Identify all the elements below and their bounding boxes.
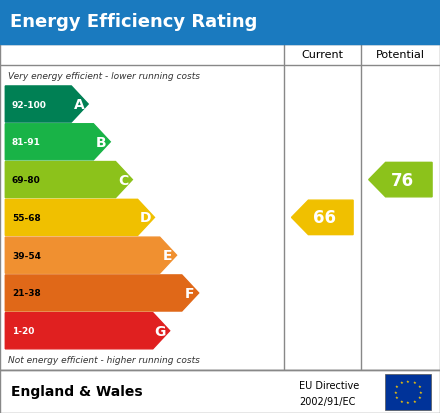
Text: D: D	[139, 211, 151, 225]
Text: 81-91: 81-91	[12, 138, 41, 147]
Text: ★: ★	[395, 395, 399, 399]
Text: ★: ★	[406, 379, 410, 383]
Text: ★: ★	[406, 401, 410, 404]
Text: EU Directive: EU Directive	[299, 380, 359, 390]
Text: ★: ★	[413, 380, 416, 385]
Polygon shape	[369, 163, 432, 197]
Text: ★: ★	[419, 390, 423, 394]
Polygon shape	[291, 201, 353, 235]
Text: Not energy efficient - higher running costs: Not energy efficient - higher running co…	[8, 355, 200, 364]
Text: Energy Efficiency Rating: Energy Efficiency Rating	[10, 13, 257, 31]
Polygon shape	[5, 124, 110, 161]
Text: ★: ★	[393, 390, 397, 394]
Text: E: E	[162, 249, 172, 263]
Text: 69-80: 69-80	[12, 176, 40, 185]
Bar	[0, 0, 440, 45]
Text: Potential: Potential	[376, 50, 425, 60]
Text: C: C	[118, 173, 128, 187]
Text: ★: ★	[413, 399, 416, 403]
Text: 2002/91/EC: 2002/91/EC	[299, 396, 356, 406]
Polygon shape	[5, 275, 199, 311]
Polygon shape	[5, 87, 88, 123]
Text: ★: ★	[395, 385, 399, 388]
Text: 76: 76	[391, 171, 414, 189]
Text: ★: ★	[400, 380, 403, 385]
Text: 21-38: 21-38	[12, 289, 40, 298]
Text: G: G	[155, 324, 166, 338]
Text: A: A	[73, 98, 84, 112]
Text: F: F	[185, 286, 194, 300]
Text: 1-20: 1-20	[12, 326, 34, 335]
Text: Very energy efficient - lower running costs: Very energy efficient - lower running co…	[8, 71, 200, 81]
Text: 55-68: 55-68	[12, 214, 40, 222]
Polygon shape	[5, 200, 154, 236]
Text: ★: ★	[400, 399, 403, 403]
Polygon shape	[5, 162, 132, 198]
Text: 66: 66	[313, 209, 336, 227]
Bar	[0, 370, 440, 413]
Text: 92-100: 92-100	[12, 100, 47, 109]
Text: England & Wales: England & Wales	[11, 385, 143, 398]
Bar	[385, 374, 431, 410]
Text: ★: ★	[418, 385, 421, 388]
Polygon shape	[5, 237, 176, 273]
Text: 39-54: 39-54	[12, 251, 41, 260]
Text: B: B	[95, 135, 106, 150]
Text: Current: Current	[301, 50, 343, 60]
Bar	[0, 45, 440, 370]
Polygon shape	[5, 313, 170, 349]
Text: ★: ★	[418, 395, 421, 399]
